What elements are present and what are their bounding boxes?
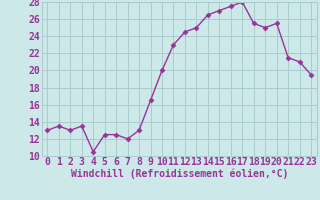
X-axis label: Windchill (Refroidissement éolien,°C): Windchill (Refroidissement éolien,°C) xyxy=(70,169,288,179)
